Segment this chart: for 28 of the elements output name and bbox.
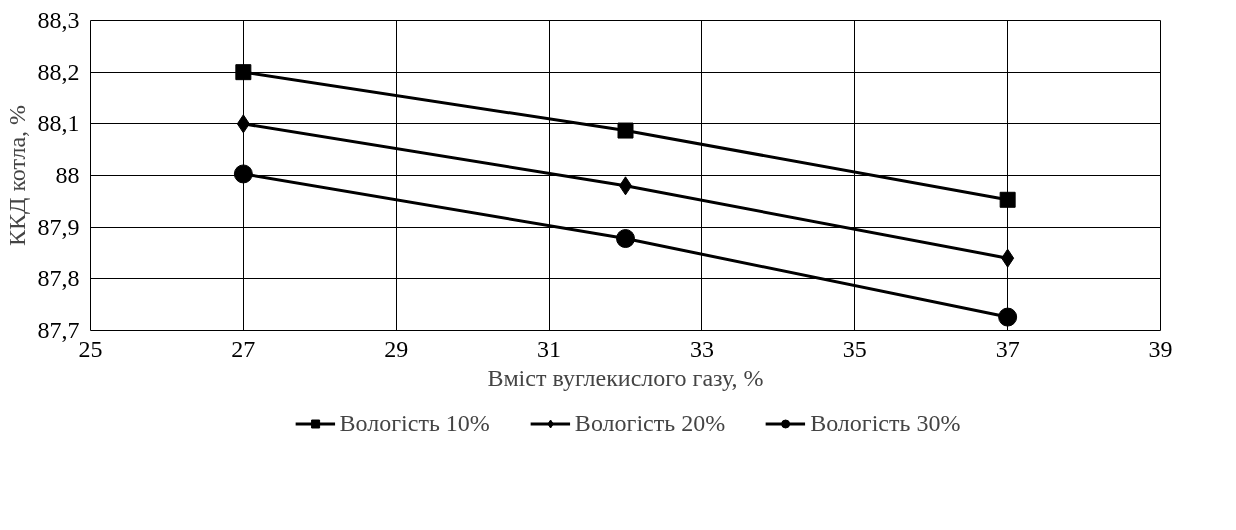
x-tick-label: 29	[384, 335, 409, 362]
y-tick-label: 88,3	[37, 7, 80, 33]
legend-label: Вологість 10%	[339, 409, 490, 437]
x-tick-label: 31	[537, 335, 562, 362]
point	[999, 191, 1016, 208]
x-tick-label: 35	[842, 335, 867, 362]
x-tick-label: 39	[1148, 335, 1173, 362]
x-axis-title: Вміст вуглекислого газу, %	[487, 364, 764, 391]
legend-label: Вологість 20%	[574, 409, 726, 437]
x-tick-label: 27	[231, 335, 256, 362]
y-axis-title: ККД котла, %	[3, 104, 30, 247]
point	[235, 64, 252, 81]
y-tick-label: 88	[55, 162, 80, 188]
y-tick-label: 88,1	[37, 110, 80, 137]
y-tick-label: 87,7	[37, 317, 80, 343]
legend-label: Вологість 30%	[810, 409, 961, 437]
point	[998, 307, 1018, 327]
y-tick-label: 87,8	[37, 265, 80, 292]
x-tick-label: 25	[78, 335, 103, 362]
point	[616, 229, 635, 249]
point	[617, 122, 634, 139]
point	[1001, 248, 1015, 268]
x-tick-label: 37	[995, 335, 1020, 362]
y-tick-label: 87,9	[37, 213, 80, 240]
x-tick-label: 33	[689, 335, 714, 362]
point	[233, 164, 253, 184]
y-tick-label: 88,2	[37, 58, 80, 85]
point	[236, 114, 250, 134]
